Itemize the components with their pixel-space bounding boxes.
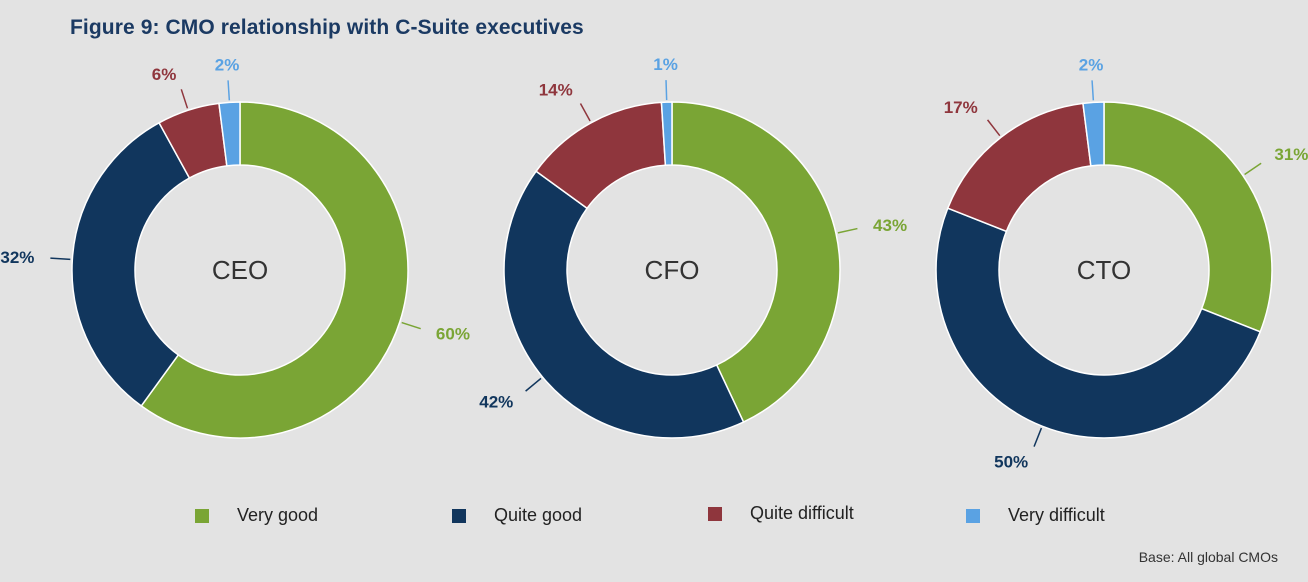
cfo-center-label: CFO [645,255,700,285]
ceo-label-quite-difficult: 6% [152,65,177,84]
cfo-leader-very-difficult [665,80,668,101]
cfo-slice-very-good [671,101,841,424]
ceo-label-very-good: 60% [436,325,470,344]
cto-leader-quite-good [1033,427,1043,447]
ceo-label-quite-good: 32% [0,248,34,267]
cfo-label-very-good: 43% [873,216,907,235]
cto-center-label: CTO [1077,255,1131,285]
legend-swatch-very-good [195,508,209,523]
legend-label-very-good: Very good [237,505,319,525]
cfo-label-quite-difficult: 14% [539,80,573,99]
legend-item-quite-good: Quite good [452,505,582,526]
cfo-label-quite-good: 42% [479,392,513,411]
ceo-leader-very-difficult [227,80,231,101]
cfo-label-very-difficult: 1% [653,55,678,74]
base-note: Base: All global CMOs [1138,549,1278,565]
ceo-leader-quite-good [50,257,71,261]
cto-slice-quite-good [935,207,1262,439]
ceo-slice-very-good [140,101,409,439]
cto-label-quite-good: 50% [994,453,1028,472]
cto-leader-quite-difficult [986,119,1001,137]
cto-slice-quite-difficult [946,102,1092,233]
cfo-slice-very-difficult [660,101,673,167]
cto-slice-very-good [1103,101,1273,333]
cfo-leader-very-good [837,227,858,234]
cto-slice-very-difficult [1082,101,1105,167]
legend-swatch-very-difficult [966,508,980,523]
legend-swatch-quite-good [452,508,466,523]
cto-label-quite-difficult: 17% [944,98,978,117]
legend-item-very-difficult: Very difficult [966,505,1105,526]
ceo-center-label: CEO [212,255,268,285]
cfo-leader-quite-good [525,377,542,392]
legend-label-very-difficult: Very difficult [1008,505,1105,525]
cfo-leader-quite-difficult [579,103,591,122]
ceo-slice-very-difficult [218,101,241,167]
legend-item-quite-difficult: Quite difficult [708,503,854,524]
ceo-label-very-difficult: 2% [215,55,240,74]
legend-label-quite-good: Quite good [494,505,583,525]
cto-label-very-good: 31% [1274,145,1308,164]
chart-title: Figure 9: CMO relationship with C-Suite … [70,16,584,39]
cto-label-very-difficult: 2% [1079,55,1104,74]
legend-label-quite-difficult: Quite difficult [750,503,854,523]
cto-leader-very-good [1244,162,1262,176]
legend-swatch-quite-difficult [708,506,722,521]
legend: Very good Quite good Quite difficult Ver… [0,503,1308,535]
ceo-leader-very-good [401,321,421,330]
cfo-slice-quite-good [503,170,745,439]
ceo-leader-quite-difficult [180,89,189,109]
cto-leader-very-difficult [1091,80,1095,101]
ceo-slice-quite-good [71,121,191,407]
legend-item-very-good: Very good [195,505,318,526]
